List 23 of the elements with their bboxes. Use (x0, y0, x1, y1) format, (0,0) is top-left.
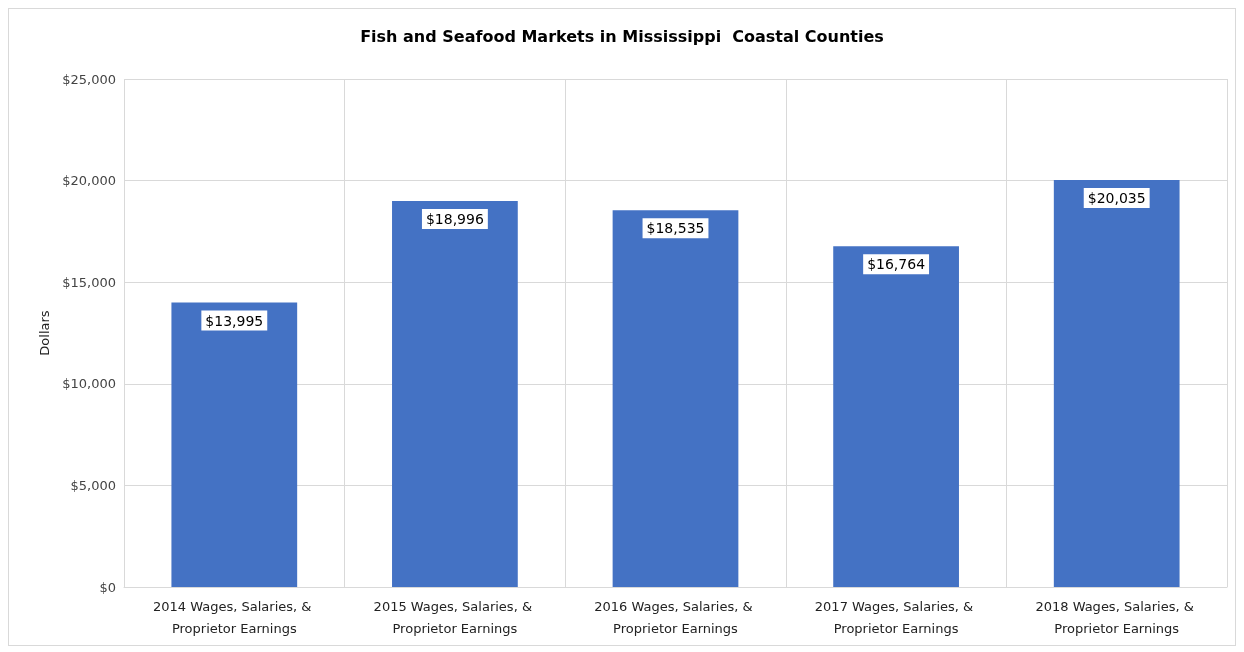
x-tick-label: 2018 Wages, Salaries, & Proprietor Earnings (1035, 598, 1198, 636)
x-tick-label: 2015 Wages, Salaries, & Proprietor Earnings (373, 598, 537, 636)
y-tick-label: $0 (99, 579, 116, 595)
y-axis-title: Dollars (37, 310, 53, 356)
bar (171, 302, 298, 587)
x-tick-label: 2017 Wages, Salaries, & Proprietor Earnings (814, 598, 978, 636)
y-tick-label: $5,000 (70, 477, 116, 493)
bar (833, 246, 959, 587)
y-tick-label: $10,000 (62, 376, 116, 392)
data-label: $20,035 (1087, 189, 1146, 206)
y-tick-label: $25,000 (62, 71, 116, 87)
chart-title: Fish and Seafood Markets in Mississippi Coastal Counties (360, 26, 884, 46)
y-tick-label: $20,000 (62, 173, 116, 189)
bar (612, 210, 739, 587)
data-label: $16,764 (867, 256, 926, 273)
x-tick-label: 2016 Wages, Salaries, & Proprietor Earnings (594, 598, 757, 636)
y-tick-label: $15,000 (62, 274, 116, 290)
data-label: $18,996 (425, 211, 484, 227)
bar (1053, 179, 1180, 587)
data-label: $18,535 (646, 220, 705, 237)
bar (392, 201, 518, 587)
data-label: $13,995 (205, 312, 264, 329)
x-tick-label: 2014 Wages, Salaries, & Proprietor Earnings (153, 598, 316, 636)
